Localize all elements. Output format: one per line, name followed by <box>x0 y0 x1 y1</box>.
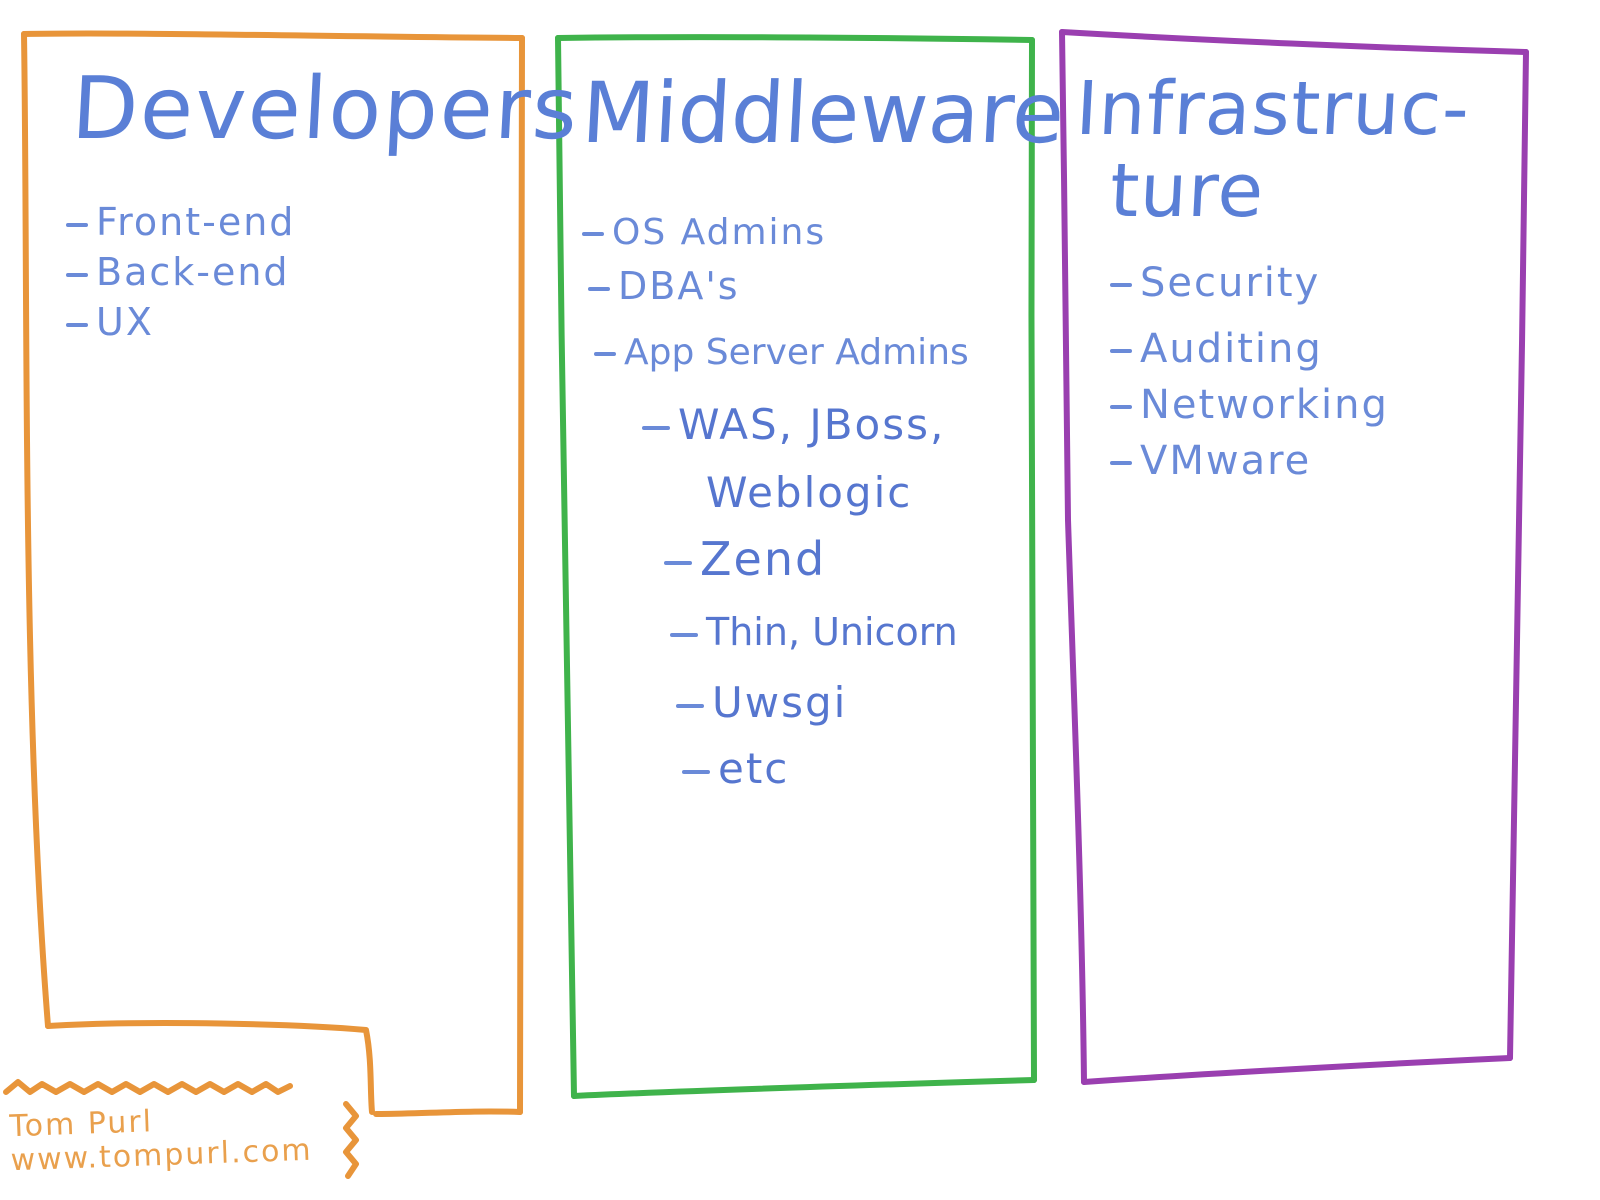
dash-bullet <box>66 222 88 227</box>
list-item-label: VMware <box>1140 438 1312 484</box>
list-item: Back-end <box>66 250 290 294</box>
sub-list-item-label: Uwsgi <box>712 678 848 727</box>
sub-list-item-label: etc <box>718 744 790 793</box>
dash-bullet <box>676 703 704 708</box>
list-item-label: UX <box>96 300 154 344</box>
developers-column: Developers Front-end Back-end UX <box>66 59 582 1040</box>
list-item: Auditing <box>1110 326 1323 372</box>
sub-list-item-label: Zend <box>700 532 827 586</box>
list-item-label: Front-end <box>96 200 296 244</box>
developers-title: Developers <box>69 59 582 159</box>
sub-list-item-label: Thin, Unicorn <box>706 610 958 654</box>
list-item-label: Back-end <box>96 250 290 294</box>
list-item: DBA's <box>588 264 740 308</box>
dash-bullet <box>582 232 604 236</box>
middleware-column: Middleware OS Admins DBA's App Server Ad… <box>579 54 1066 1074</box>
dash-bullet <box>66 272 88 277</box>
dash-bullet <box>642 425 670 430</box>
list-item: App Server Admins <box>594 332 969 373</box>
sub-list-item: Thin, Unicorn <box>670 610 958 654</box>
infrastructure-frame <box>1059 29 1529 1085</box>
developers-frame <box>3 30 525 1179</box>
list-item-label: Networking <box>1140 382 1389 428</box>
sub-list-item: Zend <box>664 532 826 586</box>
sub-list-item: etc <box>682 744 789 793</box>
infrastructure-column: Infrastruc- ture Security Auditing Netwo… <box>1073 54 1516 1054</box>
dash-bullet <box>1110 461 1132 465</box>
infrastructure-title-line2: ture <box>1107 148 1267 234</box>
sub-list-item-label: Weblogic <box>706 468 913 517</box>
dash-bullet <box>1110 405 1132 409</box>
dash-bullet <box>682 769 710 774</box>
list-item: OS Admins <box>582 212 826 253</box>
dash-bullet <box>1110 349 1132 353</box>
list-item-label: OS Admins <box>612 212 827 253</box>
dash-bullet <box>66 322 88 327</box>
sub-list-item: Uwsgi <box>676 678 847 727</box>
list-item-label: Auditing <box>1140 326 1323 372</box>
author-signature: Tom Purl www.tompurl.com <box>9 1100 313 1178</box>
infrastructure-title-line1: Infrastruc- <box>1073 66 1473 152</box>
sub-list-item: Weblogic <box>706 468 912 517</box>
dash-bullet <box>588 286 610 291</box>
list-item: Networking <box>1110 382 1389 428</box>
sub-list-item-label: WAS, JBoss, <box>678 400 946 449</box>
dash-bullet <box>670 632 698 637</box>
sub-list-item: WAS, JBoss, <box>642 400 945 449</box>
dash-bullet <box>1110 283 1132 287</box>
dash-bullet <box>594 352 616 356</box>
list-item: UX <box>66 300 154 344</box>
middleware-frame <box>555 34 1037 1099</box>
list-item: VMware <box>1110 438 1311 484</box>
list-item-label: App Server Admins <box>624 332 969 373</box>
middleware-title: Middleware <box>579 64 1067 162</box>
list-item-label: Security <box>1140 260 1321 306</box>
dash-bullet <box>664 560 692 565</box>
list-item: Front-end <box>66 200 295 244</box>
list-item-label: DBA's <box>618 264 740 308</box>
list-item: Security <box>1110 260 1320 306</box>
